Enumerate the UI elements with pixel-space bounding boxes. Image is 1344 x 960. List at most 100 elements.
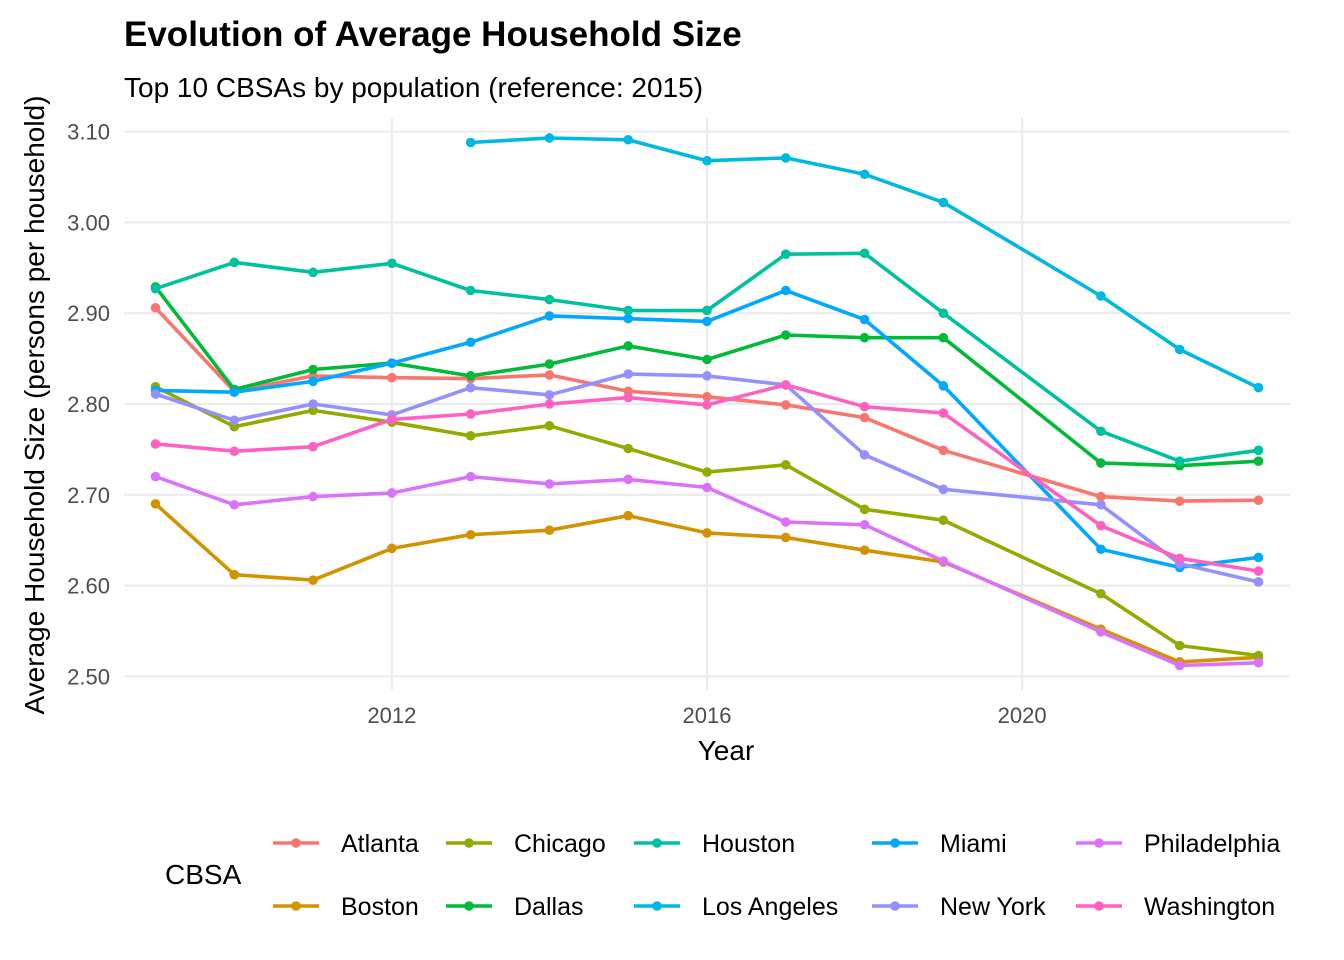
- series-line-dallas: [154, 285, 1259, 468]
- legend-item-philadelphia: Philadelphia: [1076, 830, 1280, 858]
- data-point-los-angeles: [1174, 344, 1185, 355]
- x-axis-ticks: 2012 2016 2020: [367, 703, 1046, 728]
- legend-label: Houston: [702, 830, 795, 858]
- data-point-washington: [623, 392, 634, 403]
- data-point-atlanta: [780, 400, 791, 410]
- data-point-miami: [1253, 552, 1264, 563]
- data-point-miami: [938, 381, 949, 391]
- data-point-dallas: [1096, 458, 1106, 468]
- y-axis-title: Average Household Size (persons per hous…: [19, 96, 50, 715]
- data-point-philadelphia: [229, 499, 240, 510]
- data-point-new-york: [229, 415, 240, 426]
- data-point-washington: [229, 446, 240, 457]
- legend-key-point: [890, 838, 900, 848]
- legend-item-boston: Boston: [273, 893, 419, 921]
- series-line-miami: [155, 288, 1259, 570]
- data-point-chicago: [1253, 650, 1264, 661]
- data-point-new-york: [1253, 577, 1264, 587]
- data-point-atlanta: [387, 372, 397, 383]
- chart-subtitle: Top 10 CBSAs by population (reference: 2…: [124, 72, 703, 103]
- data-point-washington: [308, 441, 318, 452]
- data-point-philadelphia: [387, 488, 397, 498]
- data-point-dallas: [702, 354, 712, 365]
- data-point-chicago: [465, 430, 476, 441]
- series-line-boston: [154, 502, 1259, 664]
- legend-label: Chicago: [514, 830, 606, 858]
- data-point-houston: [465, 285, 476, 296]
- legend-label: Boston: [341, 893, 419, 921]
- data-point-dallas: [465, 371, 476, 381]
- data-point-dallas: [938, 332, 949, 343]
- data-point-washington: [387, 414, 397, 425]
- data-point-boston: [859, 545, 870, 555]
- series-line-los-angeles: [470, 136, 1260, 390]
- data-point-miami: [308, 376, 318, 387]
- data-point-houston: [150, 283, 161, 294]
- data-point-new-york: [308, 399, 318, 409]
- legend-key-point: [652, 901, 662, 911]
- data-point-washington: [1174, 553, 1185, 564]
- data-point-new-york: [702, 371, 712, 381]
- data-point-new-york: [1096, 499, 1106, 510]
- data-point-houston: [780, 249, 791, 259]
- data-point-chicago: [702, 467, 712, 477]
- data-point-boston: [544, 525, 555, 536]
- data-point-philadelphia: [1174, 660, 1185, 671]
- data-point-miami: [465, 337, 476, 348]
- legend-item-washington: Washington: [1076, 893, 1275, 921]
- data-point-chicago: [780, 460, 791, 470]
- data-point-dallas: [859, 332, 870, 343]
- legend-item-dallas: Dallas: [446, 893, 583, 921]
- legend-title: CBSA: [165, 859, 242, 890]
- y-axis-ticks: 2.50 2.60 2.70 2.80 2.90 3.00 3.10: [67, 120, 110, 690]
- data-point-atlanta: [938, 445, 949, 456]
- data-point-atlanta: [150, 302, 161, 313]
- data-point-houston: [938, 308, 949, 319]
- data-point-miami: [544, 311, 555, 321]
- data-point-philadelphia: [780, 517, 791, 527]
- series-boston: [150, 499, 1264, 667]
- data-point-washington: [938, 408, 949, 418]
- data-point-atlanta: [1174, 496, 1185, 506]
- data-point-los-angeles: [938, 197, 949, 208]
- x-tick-label: 2020: [998, 703, 1047, 728]
- data-point-philadelphia: [1096, 627, 1106, 637]
- data-point-chicago: [859, 504, 870, 515]
- series-los-angeles: [465, 133, 1264, 393]
- data-point-new-york: [465, 382, 476, 393]
- legend-key-point: [1094, 838, 1104, 848]
- data-point-boston: [623, 510, 634, 521]
- data-point-washington: [780, 380, 791, 390]
- data-point-miami: [780, 285, 791, 296]
- data-point-houston: [308, 267, 318, 278]
- series-houston: [150, 248, 1264, 467]
- data-point-atlanta: [544, 370, 555, 380]
- data-point-philadelphia: [544, 479, 555, 489]
- y-tick-label: 3.10: [67, 120, 110, 145]
- y-tick-label: 2.60: [67, 574, 110, 599]
- data-point-los-angeles: [623, 134, 634, 145]
- legend-items: Atlanta Boston Chicago Dallas Houston Los Ang…: [273, 830, 1280, 921]
- data-point-dallas: [544, 359, 555, 369]
- data-point-miami: [387, 358, 397, 368]
- data-point-houston: [1253, 445, 1264, 456]
- data-point-houston: [1096, 426, 1106, 437]
- data-point-miami: [859, 314, 870, 325]
- data-point-chicago: [1096, 588, 1106, 599]
- data-point-miami: [1096, 544, 1106, 555]
- legend-item-atlanta: Atlanta: [273, 830, 419, 858]
- data-point-boston: [229, 569, 240, 580]
- data-point-new-york: [623, 369, 634, 379]
- data-point-boston: [465, 529, 476, 540]
- data-point-houston: [623, 305, 634, 316]
- data-point-chicago: [938, 515, 949, 526]
- y-tick-label: 2.90: [67, 301, 110, 326]
- y-tick-label: 2.50: [67, 664, 110, 689]
- legend-key-point: [890, 901, 900, 911]
- data-point-los-angeles: [544, 133, 555, 143]
- series-chicago: [150, 381, 1264, 661]
- y-tick-label: 2.70: [67, 483, 110, 508]
- data-point-washington: [702, 400, 712, 410]
- data-point-washington: [150, 439, 161, 449]
- data-point-washington: [544, 399, 555, 409]
